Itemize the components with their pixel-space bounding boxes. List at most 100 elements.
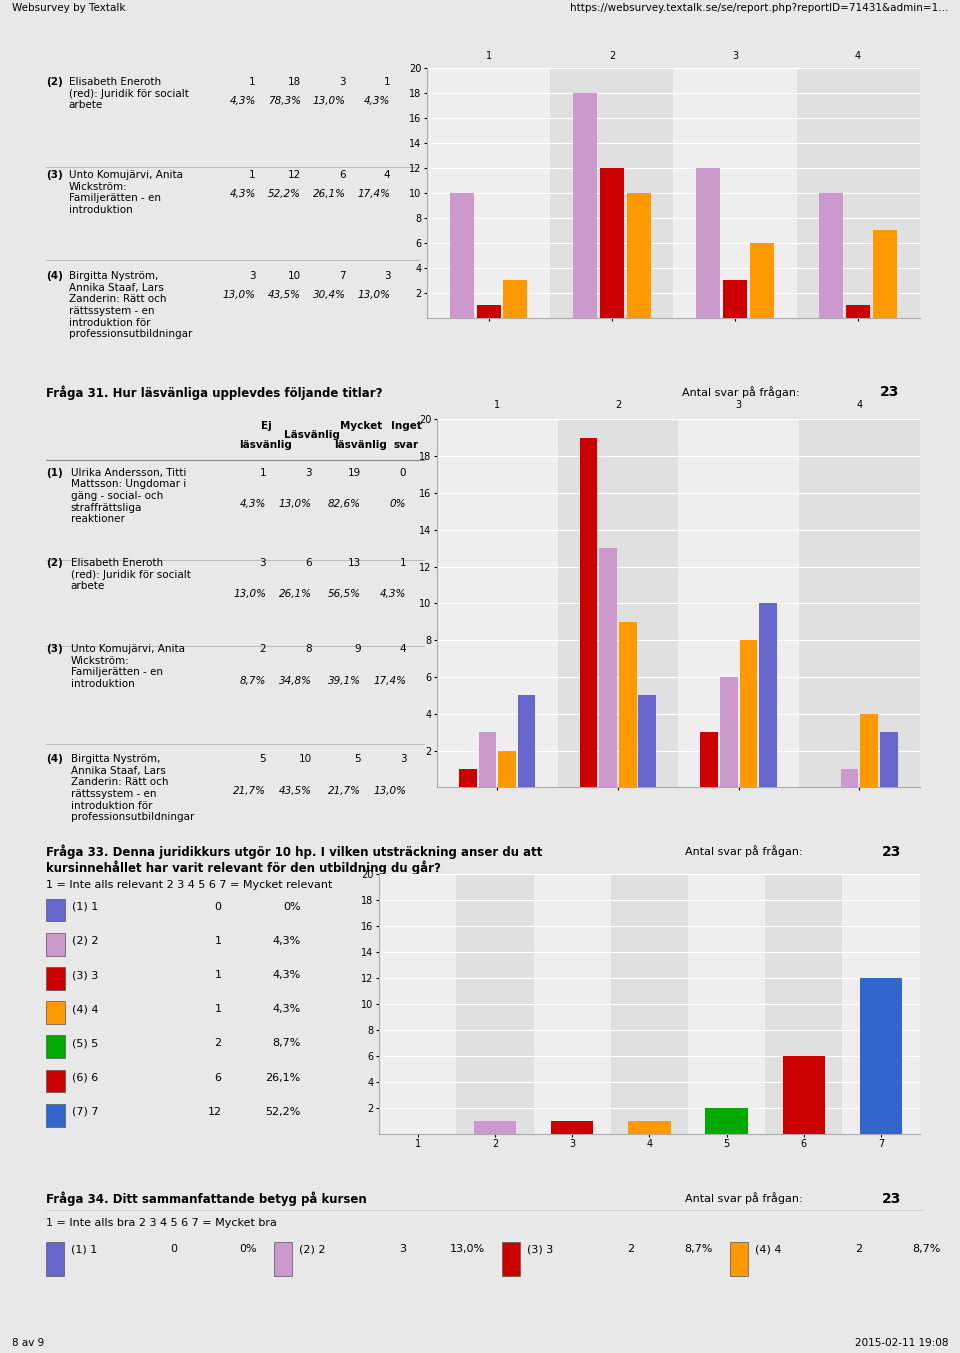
Text: 13,0%: 13,0%: [233, 590, 266, 599]
Text: (6) 6: (6) 6: [72, 1073, 99, 1082]
Text: 1 = Inte alls bra 2 3 4 5 6 7 = Mycket bra: 1 = Inte alls bra 2 3 4 5 6 7 = Mycket b…: [46, 1218, 276, 1229]
Text: Fråga 31. Hur läsvänliga upplevdes följande titlar?: Fråga 31. Hur läsvänliga upplevdes följa…: [46, 386, 383, 399]
Text: Fråga 34. Ditt sammanfattande betyg på kursen: Fråga 34. Ditt sammanfattande betyg på k…: [46, 1192, 367, 1207]
Text: 3: 3: [305, 468, 311, 478]
Bar: [478, 732, 496, 787]
Bar: [456, 874, 534, 1134]
Bar: [551, 1120, 593, 1134]
Text: (4): (4): [46, 271, 63, 281]
Text: 18: 18: [287, 77, 300, 87]
Text: 30,4%: 30,4%: [313, 291, 346, 300]
Text: 3: 3: [735, 400, 742, 410]
Text: (1) 1: (1) 1: [72, 901, 99, 912]
Text: 0: 0: [171, 1245, 178, 1254]
Bar: [799, 419, 920, 787]
FancyBboxPatch shape: [502, 1242, 520, 1276]
Text: Fråga 33. Denna juridikkurs utgör 10 hp. I vilken utsträckning anser du att: Fråga 33. Denna juridikkurs utgör 10 hp.…: [46, 844, 542, 859]
Text: 4,3%: 4,3%: [273, 936, 300, 946]
Text: 4,3%: 4,3%: [273, 970, 300, 980]
Bar: [498, 751, 516, 787]
Text: Birgitta Nyström,
Annika Staaf, Lars
Zanderin: Rätt och
rättssystem - en
introdu: Birgitta Nyström, Annika Staaf, Lars Zan…: [71, 754, 194, 823]
Text: 0: 0: [215, 901, 222, 912]
Text: Inget: Inget: [391, 421, 421, 430]
Text: 52,2%: 52,2%: [268, 189, 300, 199]
Bar: [638, 695, 656, 787]
Text: 1 = Inte alls relevant 2 3 4 5 6 7 = Mycket relevant: 1 = Inte alls relevant 2 3 4 5 6 7 = Myc…: [46, 879, 332, 889]
Text: 23: 23: [882, 1192, 901, 1206]
Text: 13,0%: 13,0%: [313, 96, 346, 107]
FancyBboxPatch shape: [731, 1242, 748, 1276]
Text: 2: 2: [855, 1245, 862, 1254]
Text: 6: 6: [305, 557, 311, 568]
Text: 4,3%: 4,3%: [240, 499, 266, 509]
Bar: [846, 306, 870, 318]
Bar: [450, 192, 474, 318]
Text: 43,5%: 43,5%: [278, 786, 311, 796]
Text: 4: 4: [855, 51, 861, 61]
Text: 3: 3: [732, 51, 738, 61]
Text: 17,4%: 17,4%: [357, 189, 391, 199]
Bar: [759, 603, 777, 787]
Text: Unto Komujärvi, Anita
Wickström:
Familjerätten - en
introduktion: Unto Komujärvi, Anita Wickström: Familje…: [71, 644, 184, 689]
Text: 12: 12: [287, 170, 300, 180]
Text: 21,7%: 21,7%: [233, 786, 266, 796]
Bar: [750, 244, 774, 318]
Text: 5: 5: [354, 754, 361, 764]
Bar: [600, 168, 624, 318]
Text: Elisabeth Eneroth
(red): Juridik för socialt
arbete: Elisabeth Eneroth (red): Juridik för soc…: [68, 77, 188, 111]
Text: 1: 1: [215, 970, 222, 980]
Text: Mycket: Mycket: [340, 421, 382, 430]
FancyBboxPatch shape: [46, 1242, 63, 1276]
FancyBboxPatch shape: [46, 1069, 65, 1092]
Text: Antal svar på frågan:: Antal svar på frågan:: [683, 387, 800, 398]
Text: (3) 3: (3) 3: [527, 1245, 553, 1254]
Bar: [797, 68, 920, 318]
Bar: [627, 192, 651, 318]
Text: Antal svar på frågan:: Antal svar på frågan:: [684, 1192, 803, 1204]
FancyBboxPatch shape: [46, 1001, 65, 1024]
Text: 4: 4: [399, 644, 406, 655]
Text: 82,6%: 82,6%: [327, 499, 361, 509]
Bar: [765, 874, 843, 1134]
Text: 26,1%: 26,1%: [313, 189, 346, 199]
Text: 3: 3: [398, 1245, 406, 1254]
Text: (3): (3): [46, 644, 62, 655]
Text: 2: 2: [259, 644, 266, 655]
Text: 3: 3: [249, 271, 255, 281]
Text: 4,3%: 4,3%: [380, 590, 406, 599]
Text: 0%: 0%: [283, 901, 300, 912]
Text: 43,5%: 43,5%: [268, 291, 300, 300]
Text: (2) 2: (2) 2: [72, 936, 99, 946]
Text: 52,2%: 52,2%: [265, 1107, 300, 1116]
FancyBboxPatch shape: [46, 932, 65, 955]
Text: 8,7%: 8,7%: [273, 1039, 300, 1049]
Text: (1) 1: (1) 1: [71, 1245, 97, 1254]
Bar: [477, 306, 501, 318]
Text: 2: 2: [214, 1039, 222, 1049]
FancyBboxPatch shape: [46, 967, 65, 990]
Bar: [573, 92, 597, 318]
Text: 4: 4: [384, 170, 391, 180]
Text: 2: 2: [609, 51, 615, 61]
Text: 1: 1: [399, 557, 406, 568]
Text: kursinnehållet har varit relevant för den utbildning du går?: kursinnehållet har varit relevant för de…: [46, 861, 441, 875]
Bar: [701, 732, 718, 787]
Text: 0: 0: [399, 468, 406, 478]
Text: svar: svar: [394, 440, 419, 451]
Text: 5: 5: [259, 754, 266, 764]
Text: 10: 10: [288, 271, 300, 281]
Text: 8,7%: 8,7%: [240, 675, 266, 686]
Text: 23: 23: [882, 844, 901, 859]
Text: 7: 7: [339, 271, 346, 281]
Text: (2): (2): [46, 557, 62, 568]
Bar: [503, 280, 527, 318]
Text: (1): (1): [46, 468, 62, 478]
Text: 0%: 0%: [239, 1245, 256, 1254]
Bar: [517, 695, 536, 787]
Text: 6: 6: [215, 1073, 222, 1082]
Text: 26,1%: 26,1%: [278, 590, 311, 599]
Bar: [599, 548, 617, 787]
Text: läsvänlig: läsvänlig: [334, 440, 387, 451]
Bar: [841, 769, 858, 787]
Bar: [558, 419, 678, 787]
